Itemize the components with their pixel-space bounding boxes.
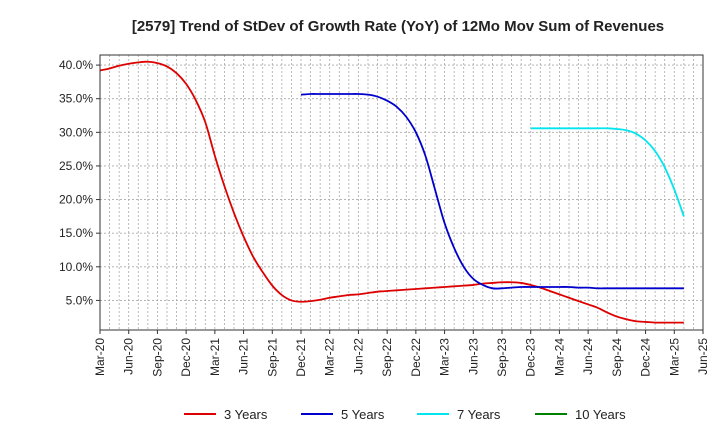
x-tick-label: Dec-21 (294, 338, 308, 377)
x-tick-label: Sep-23 (495, 338, 509, 377)
x-tick-label: Dec-24 (639, 338, 653, 377)
legend-label-10-years: 10 Years (575, 407, 626, 422)
series-line-3-years (99, 60, 684, 324)
x-tick-label: Mar-21 (208, 338, 222, 376)
x-tick-label: Sep-22 (380, 338, 394, 377)
x-tick-label: Dec-23 (524, 338, 538, 377)
x-tick-label: Sep-20 (150, 338, 164, 377)
y-tick-label: 20.0% (59, 193, 93, 207)
y-axis: 5.0% 10.0% 15.0% 20.0% 25.0% 30.0% 35.0% 40.0% (59, 58, 100, 307)
x-tick-label: Jun-20 (122, 338, 136, 375)
x-tick-label: Sep-24 (610, 338, 624, 377)
x-tick-label: Mar-20 (93, 338, 107, 376)
x-tick-label: Mar-24 (552, 338, 566, 376)
chart-title: [2579] Trend of StDev of Growth Rate (Yo… (132, 18, 664, 35)
x-tick-label: Mar-23 (438, 338, 452, 376)
series-line-5-years (300, 93, 684, 290)
plot-area (100, 55, 703, 330)
y-tick-label: 25.0% (59, 159, 93, 173)
x-tick-label: Dec-20 (179, 338, 193, 377)
y-tick-label: 10.0% (59, 260, 93, 274)
y-tick-label: 30.0% (59, 125, 93, 139)
x-tick-label: Sep-21 (265, 338, 279, 377)
x-tick-label: Jun-25 (696, 338, 710, 375)
x-tick-label: Jun-21 (237, 338, 251, 375)
x-tick-label: Mar-22 (323, 338, 337, 376)
y-tick-label: 40.0% (59, 58, 93, 72)
series-line-7-years (530, 127, 685, 217)
gridlines (99, 55, 704, 330)
x-tick-label: Jun-22 (351, 338, 365, 375)
series-layer (99, 60, 685, 324)
legend-label-7-years: 7 Years (457, 407, 501, 422)
y-tick-label: 5.0% (66, 293, 94, 307)
x-tick-label: Dec-22 (409, 338, 423, 377)
x-tick-label: Mar-25 (667, 338, 681, 376)
plot-frame (99, 54, 704, 331)
y-tick-label: 15.0% (59, 226, 93, 240)
legend: 3 Years 5 Years 7 Years 10 Years (184, 407, 626, 422)
legend-label-3-years: 3 Years (224, 407, 268, 422)
x-tick-label: Jun-24 (581, 338, 595, 375)
x-tick-label: Jun-23 (466, 338, 480, 375)
legend-label-5-years: 5 Years (341, 407, 385, 422)
x-axis: Mar-20 Jun-20 Sep-20 Dec-20 Mar-21 Jun-21 Sep-… (93, 330, 710, 377)
y-tick-label: 35.0% (59, 92, 93, 106)
